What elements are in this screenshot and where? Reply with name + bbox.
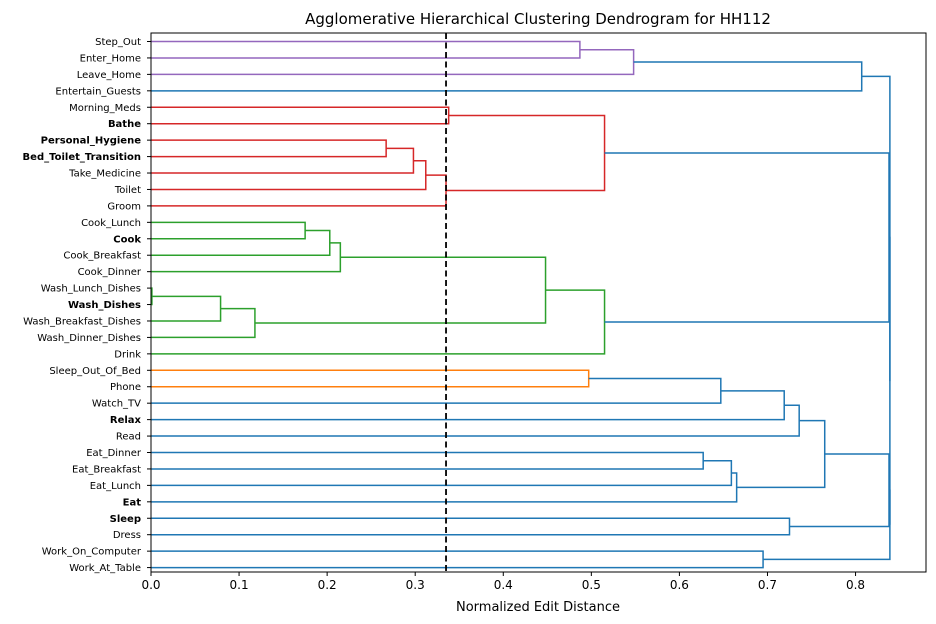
x-tick-label: 0.0 [141, 578, 160, 592]
chart-title: Agglomerative Hierarchical Clustering De… [305, 10, 771, 28]
x-tick-label: 0.5 [582, 578, 601, 592]
link-m5 [151, 147, 415, 174]
leaf-label: Entertain_Guests [55, 86, 141, 97]
plot-frame [150, 32, 927, 573]
dendrogram-links [151, 40, 891, 569]
leaf-label: Cook_Dinner [78, 267, 142, 278]
link-m26 [151, 517, 791, 536]
link-m3 [151, 61, 863, 92]
link-m25 [736, 419, 826, 489]
leaf-label: Toilet [114, 185, 141, 196]
leaf-label: Leave_Home [77, 70, 141, 81]
link-m6 [151, 159, 427, 191]
leaf-label: Work_At_Table [69, 563, 141, 574]
link-m7 [151, 174, 447, 207]
link-m23 [151, 459, 733, 487]
link-m15 [151, 307, 256, 339]
x-tick-label: 0.8 [846, 578, 865, 592]
leaf-label: Groom [107, 201, 141, 212]
leaf-label: Read [116, 432, 141, 443]
leaf-label: Take_Medicine [68, 169, 141, 180]
x-tick-label: 0.7 [758, 578, 777, 592]
link-m12 [151, 242, 342, 273]
link-m16 [254, 256, 547, 324]
x-tick-label: 0.6 [670, 578, 689, 592]
leaf-label: Phone [110, 382, 141, 393]
leaf-label: Eat_Dinner [86, 448, 142, 459]
leaf-label: Sleep_Out_Of_Bed [49, 366, 141, 377]
x-tick-label: 0.4 [494, 578, 513, 592]
leaf-label: Bathe [108, 119, 141, 130]
leaf-label: Wash_Dinner_Dishes [37, 333, 141, 344]
link-m11 [151, 229, 331, 256]
leaf-label: Relax [110, 415, 142, 426]
leaf-label: Eat_Breakfast [72, 464, 141, 475]
link-m29 [789, 453, 890, 528]
link-m32 [861, 75, 891, 382]
link-m18 [151, 369, 590, 388]
leaf-label: Wash_Dishes [68, 300, 141, 311]
link-m14 [151, 295, 222, 322]
leaf-label: Eat [123, 497, 142, 508]
link-m10 [151, 221, 306, 240]
link-m2 [151, 48, 635, 76]
y-axis: Step_Out Enter_Home Leave_Home Entertain_Gu… [23, 37, 151, 574]
x-tick-label: 0.1 [230, 578, 249, 592]
leaf-label: Step_Out [95, 37, 141, 48]
link-m30 [763, 489, 891, 561]
leaf-label: Cook [113, 234, 141, 245]
link-m24 [151, 472, 738, 503]
leaf-label: Watch_TV [92, 399, 141, 410]
link-m28 [604, 152, 890, 323]
leaf-label: Eat_Lunch [90, 481, 141, 492]
x-axis: 0.0 0.1 0.2 0.3 0.4 0.5 0.6 0.7 0.8 [141, 572, 865, 592]
leaf-label: Drink [114, 349, 141, 360]
leaf-label: Wash_Breakfast_Dishes [23, 316, 141, 327]
leaf-label: Enter_Home [80, 53, 141, 64]
link-m9 [446, 114, 606, 192]
x-tick-label: 0.2 [318, 578, 337, 592]
link-m17 [151, 289, 606, 355]
leaf-label: Bed_Toilet_Transition [23, 152, 141, 163]
leaf-label: Personal_Hygiene [41, 136, 142, 147]
leaf-label: Dress [113, 530, 141, 541]
link-m20 [151, 390, 785, 421]
link-m22 [151, 451, 704, 470]
leaf-label: Wash_Lunch_Dishes [41, 284, 141, 295]
leaf-label: Cook_Breakfast [63, 251, 141, 262]
link-m27 [151, 550, 764, 569]
leaf-label: Morning_Meds [69, 103, 141, 114]
leaf-label: Sleep [110, 514, 141, 525]
link-m1 [151, 40, 581, 59]
link-m21 [151, 404, 800, 437]
leaf-label: Work_On_Computer [42, 547, 142, 558]
link-m19 [151, 377, 722, 404]
x-axis-label: Normalized Edit Distance [456, 600, 620, 615]
leaf-label: Cook_Lunch [81, 218, 141, 229]
x-tick-label: 0.3 [406, 578, 425, 592]
link-m8 [151, 106, 450, 125]
link-m4 [151, 139, 387, 158]
